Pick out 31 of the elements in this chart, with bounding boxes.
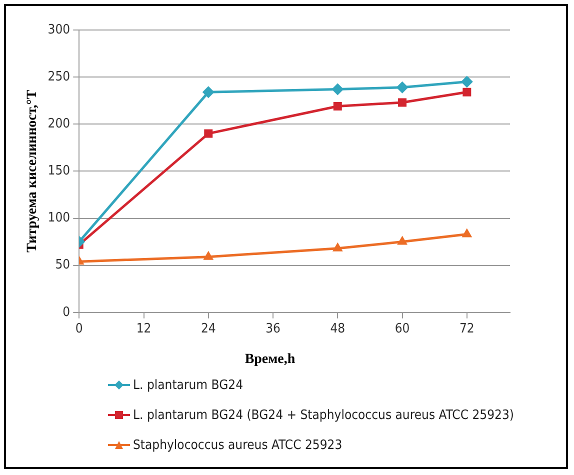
x-tick-label: 0 — [75, 322, 83, 337]
y-tick-label: 300 — [48, 22, 70, 38]
x-tick-label: 48 — [330, 322, 346, 337]
x-tick-label: 60 — [394, 322, 410, 337]
legend-label: L. plantarum BG24 — [133, 378, 244, 392]
point — [204, 129, 213, 138]
point — [462, 88, 472, 96]
y-tick-label: 150 — [48, 164, 70, 179]
x-tick-label: 12 — [136, 322, 152, 337]
y-tick-label: 200 — [48, 116, 70, 132]
y-tick-label: 0 — [62, 304, 70, 320]
y-tick-label: 100 — [48, 210, 70, 226]
x-tick-label: 36 — [266, 322, 280, 337]
x-tick-label: 72 — [459, 322, 474, 337]
legend-label: L. plantarum BG24 (BG24 + Staphylococcus aureus ATCC 25923) — [133, 408, 514, 422]
y-tick-label: 250 — [48, 69, 70, 84]
point — [332, 242, 343, 252]
point — [332, 83, 344, 96]
point — [202, 86, 214, 98]
point — [398, 98, 407, 107]
point — [397, 236, 408, 245]
legend-label: Staphylococcus aureus ATCC 25923 — [133, 438, 342, 452]
y-axis-title: Титруема киселинност,°T — [25, 89, 40, 253]
y-tick-label: 50 — [55, 258, 70, 273]
x-axis-title: Време,h — [244, 352, 296, 368]
point — [396, 81, 408, 94]
point — [462, 228, 472, 238]
point — [203, 250, 214, 260]
point — [333, 102, 342, 110]
x-tick-label: 24 — [200, 322, 216, 337]
point — [460, 76, 473, 88]
